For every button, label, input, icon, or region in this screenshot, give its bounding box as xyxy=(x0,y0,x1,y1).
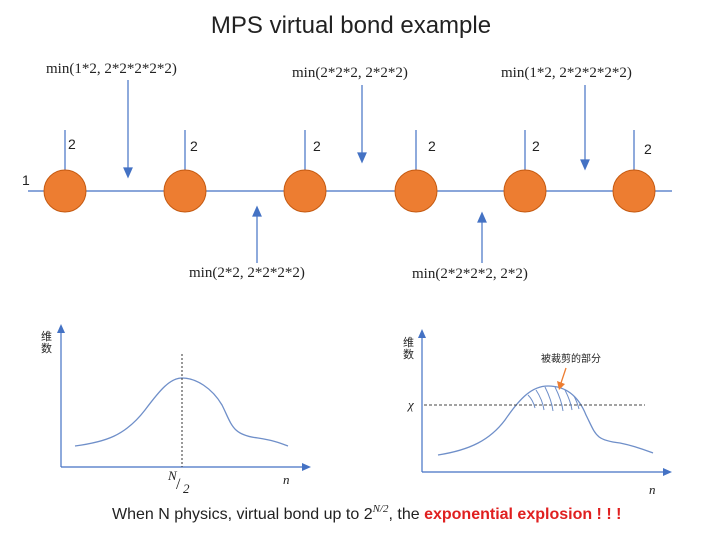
physical-legs xyxy=(64,130,635,172)
plot-right xyxy=(418,329,672,476)
y-axis-label: 维 数 xyxy=(403,336,414,361)
physical-dim-label: 2 xyxy=(313,138,321,154)
footer-caption: When N physics, virtual bond up to 2N/2,… xyxy=(112,503,622,524)
bond-label-top: min(1*2, 2*2*2*2*2) xyxy=(46,61,177,77)
midpoint-label-denominator: 2 xyxy=(183,481,190,496)
physical-dim-label: 2 xyxy=(190,138,198,154)
footer-highlight: exponential explosion ! ! ! xyxy=(424,506,622,523)
page-title: MPS virtual bond example xyxy=(210,12,492,39)
footer-middle: , the xyxy=(388,506,425,523)
bond-label-top: min(1*2, 2*2*2*2*2) xyxy=(501,65,632,81)
footer-exponent: N/2 xyxy=(372,503,389,515)
mps-node xyxy=(283,169,327,213)
truncated-hatch xyxy=(527,386,580,412)
x-axis-label: n xyxy=(283,472,290,487)
mps-node xyxy=(503,169,547,213)
footer-prefix: When N physics, virtual bond up to xyxy=(112,506,364,523)
mps-node xyxy=(612,169,656,213)
mps-node xyxy=(163,169,207,213)
bond-label-bottom: min(2*2*2*2, 2*2) xyxy=(412,266,528,282)
physical-dim-label: 2 xyxy=(532,138,540,154)
midpoint-label-numerator: N xyxy=(168,468,177,483)
y-axis-label: 维 数 xyxy=(41,330,52,355)
bond-label-top: min(2*2*2, 2*2*2) xyxy=(292,65,408,81)
bond-label-bottom: min(2*2, 2*2*2*2) xyxy=(189,265,305,281)
physical-dim-label: 2 xyxy=(644,141,652,157)
footer-base: 2 xyxy=(363,506,373,523)
plot-left xyxy=(57,324,311,471)
x-axis-label: n xyxy=(649,482,656,497)
chi-label: χ xyxy=(408,397,414,412)
mps-node xyxy=(394,169,438,213)
dimension-curve xyxy=(74,377,289,447)
physical-dim-label: 2 xyxy=(68,136,76,152)
note-arrow xyxy=(560,367,567,384)
physical-dim-label: 2 xyxy=(428,138,436,154)
left-leg-label: 1 xyxy=(22,172,30,188)
dimension-curve xyxy=(437,385,654,456)
truncated-part-note: 被裁剪的部分 xyxy=(541,354,601,365)
midpoint-label-slash: / xyxy=(176,476,181,493)
mps-node xyxy=(43,169,87,213)
